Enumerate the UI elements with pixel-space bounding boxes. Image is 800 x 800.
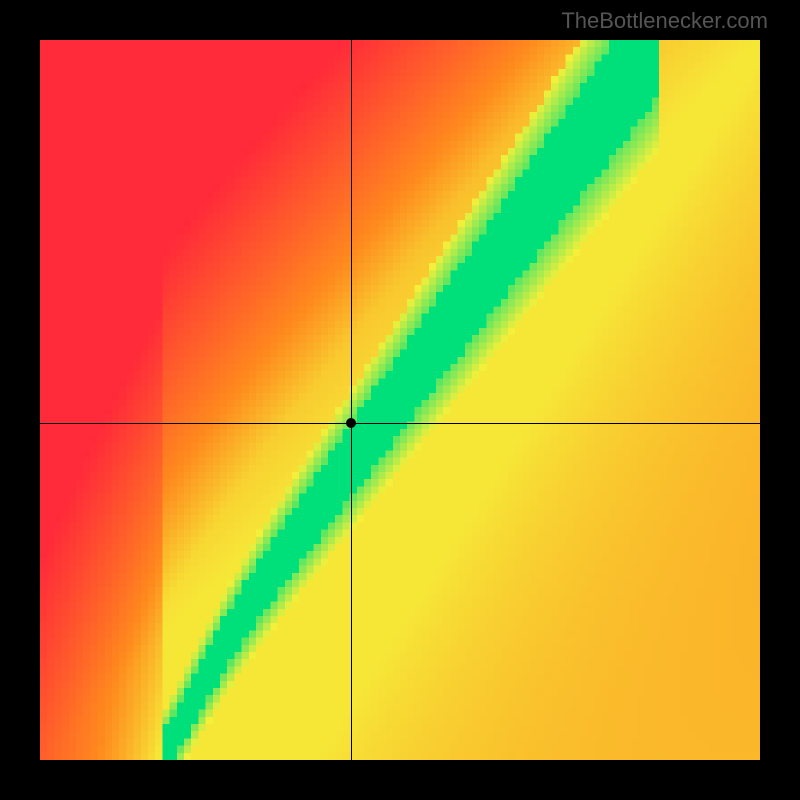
crosshair-vertical xyxy=(351,40,352,760)
heatmap-canvas xyxy=(40,40,760,760)
crosshair-horizontal xyxy=(40,423,760,424)
marker-dot xyxy=(346,418,356,428)
heatmap-plot xyxy=(40,40,760,760)
watermark-text: TheBottlenecker.com xyxy=(561,8,768,34)
